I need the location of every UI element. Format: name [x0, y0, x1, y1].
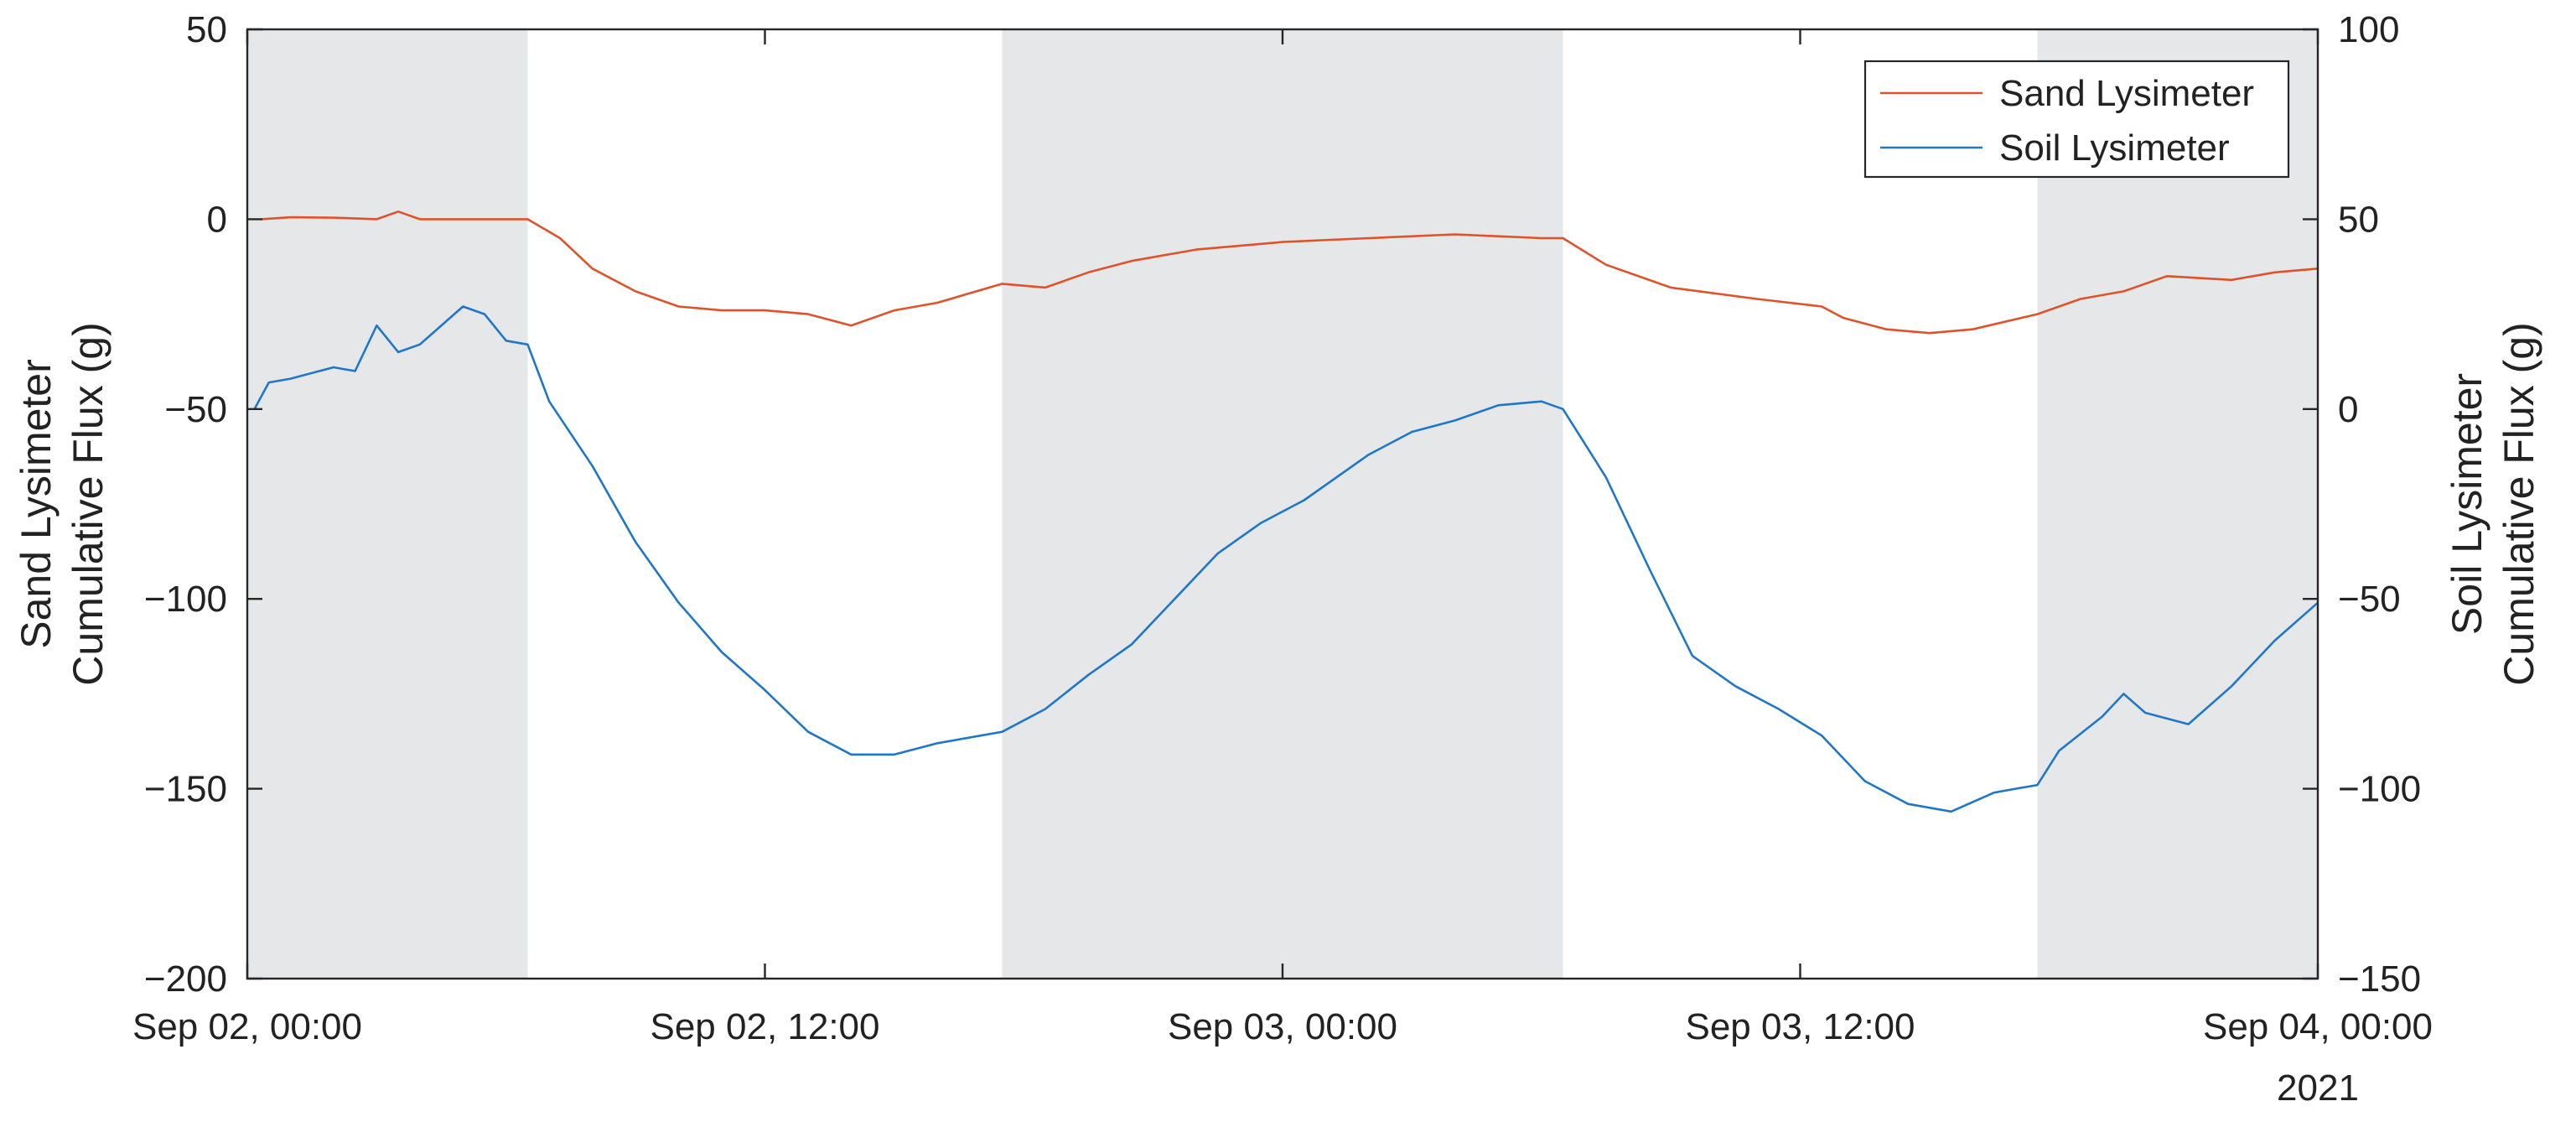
night-shade-region	[1002, 29, 1563, 979]
y-right-label-line1: Soil Lysimeter	[2444, 373, 2490, 635]
y-left-tick-label: −200	[144, 958, 227, 1000]
y-left-label-line1: Sand Lysimeter	[13, 359, 60, 649]
legend-label: Soil Lysimeter	[1999, 127, 2230, 169]
y-left-tick-label: 0	[207, 199, 227, 240]
night-shade-region	[247, 29, 528, 979]
y-right-tick-label: 100	[2338, 9, 2399, 50]
y-left-label: Sand Lysimeter Cumulative Flux (g)	[13, 322, 111, 685]
night-shading	[247, 29, 2318, 979]
y-left-label-line2: Cumulative Flux (g)	[65, 322, 111, 685]
y-right-tick-label: −100	[2338, 769, 2421, 810]
x-year-label: 2021	[2277, 1067, 2359, 1109]
y-left-tick-label: −100	[144, 579, 227, 620]
y-left-tick-label: −150	[144, 769, 227, 810]
series-lines	[253, 210, 2319, 813]
x-tick-label: Sep 03, 00:00	[1168, 1006, 1397, 1047]
soil-lysimeter-line	[253, 305, 2319, 813]
y-left-tick-label: 50	[186, 9, 227, 50]
y-right-tick-label: −50	[2338, 579, 2401, 620]
y-right-tick-label: 0	[2338, 389, 2358, 430]
axes: 50 0 −50 −100 −150 −200 100 50 0 −50 −100 −150 Sep 0…	[13, 9, 2542, 1109]
y-right-label-line2: Cumulative Flux (g)	[2496, 322, 2542, 685]
y-right-tick-label: 50	[2338, 199, 2379, 240]
night-shade-region	[2037, 29, 2318, 979]
chart-legend: Sand Lysimeter Soil Lysimeter	[1863, 60, 2290, 179]
sand-lysimeter-line	[262, 210, 2319, 335]
y-right-tick-label: −150	[2338, 958, 2421, 1000]
y-right-label: Soil Lysimeter Cumulative Flux (g)	[2444, 322, 2542, 685]
x-tick-label: Sep 02, 12:00	[650, 1006, 879, 1047]
legend-label: Sand Lysimeter	[1999, 73, 2254, 114]
x-tick-label: Sep 03, 12:00	[1685, 1006, 1915, 1047]
legend-box	[1863, 60, 2290, 179]
x-tick-label: Sep 04, 00:00	[2203, 1006, 2433, 1047]
x-tick-label: Sep 02, 00:00	[132, 1006, 362, 1047]
y-left-tick-label: −50	[164, 389, 227, 430]
